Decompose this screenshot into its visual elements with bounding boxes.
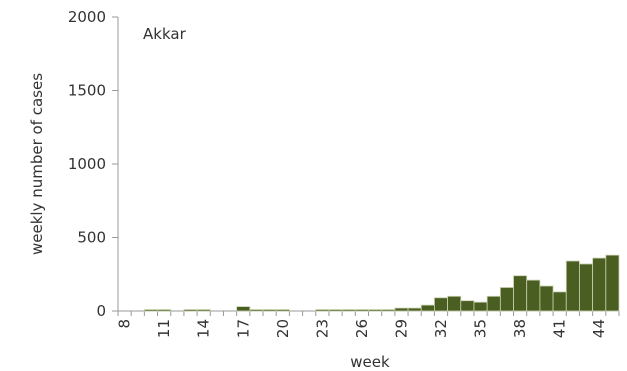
x-tick-label: 14 [195, 319, 213, 338]
bar [394, 307, 409, 312]
bar [579, 263, 594, 312]
x-tick-label: 44 [590, 319, 608, 338]
y-tick-label: 1500 [68, 82, 106, 100]
bar [249, 309, 264, 312]
bar [526, 279, 541, 312]
bar [328, 309, 343, 312]
x-tick-label: 29 [392, 319, 410, 338]
bar [354, 309, 369, 312]
y-axis: 0 500 1000 1500 2000 [68, 8, 119, 320]
x-axis: 8 11 14 17 20 23 26 29 32 35 38 41 44 [116, 310, 620, 338]
bar [499, 287, 514, 312]
bar [460, 300, 475, 312]
y-tick-label: 500 [77, 229, 106, 247]
y-axis-title: weekly number of cases [28, 73, 46, 255]
x-tick-label: 20 [274, 319, 292, 338]
bar [315, 309, 330, 312]
x-tick-label: 17 [234, 319, 252, 338]
bar [434, 297, 449, 312]
x-tick-label: 38 [511, 319, 529, 338]
y-tick-label: 2000 [68, 8, 106, 26]
bar [592, 257, 607, 312]
bar [539, 285, 554, 312]
bar [368, 309, 383, 312]
bar [407, 307, 422, 312]
x-axis-title: week [350, 353, 390, 371]
bar [420, 304, 435, 312]
bar [183, 309, 198, 312]
y-tick-label: 0 [96, 302, 106, 320]
bar [565, 260, 580, 312]
bar [196, 309, 211, 312]
bar [341, 309, 356, 312]
bar [605, 254, 620, 312]
bar [447, 295, 462, 312]
x-tick-label: 41 [551, 319, 569, 338]
bar [143, 309, 158, 312]
bar [236, 306, 251, 312]
bar [275, 309, 290, 312]
x-tick-label: 32 [432, 319, 450, 338]
y-tick-label: 1000 [68, 155, 106, 173]
x-tick-label: 35 [472, 319, 490, 338]
x-tick-label: 8 [116, 319, 134, 329]
bar [381, 309, 396, 312]
bar [157, 309, 172, 312]
bar [262, 309, 277, 312]
bar [486, 295, 501, 312]
chart-title: Akkar [143, 25, 187, 43]
bars [143, 254, 620, 312]
bar [473, 301, 488, 312]
x-tick-label: 11 [155, 319, 173, 338]
x-tick-label: 23 [313, 319, 331, 338]
bar [552, 291, 567, 312]
x-tick-label: 26 [353, 319, 371, 338]
bar [513, 275, 528, 312]
